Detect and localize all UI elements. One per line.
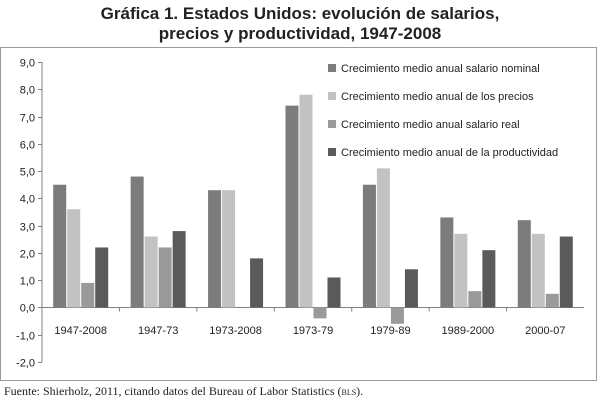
- bar: [81, 282, 95, 308]
- bar: [208, 190, 222, 308]
- bar: [144, 236, 158, 308]
- legend-label: Crecimiento medio anual de los precios: [341, 91, 534, 103]
- y-tick-label: -1,0: [16, 331, 35, 343]
- y-tick-label: -2,0: [16, 358, 35, 370]
- x-tick-label: 1947-2008: [54, 325, 107, 337]
- legend-label: Crecimiento medio anual de la productivi…: [341, 147, 558, 159]
- bar: [67, 209, 81, 308]
- bar: [545, 293, 559, 308]
- source-note: Fuente: Shierholz, 2011, citando datos d…: [4, 384, 363, 399]
- bar: [53, 184, 67, 308]
- legend-label: Crecimiento medio anual salario nominal: [341, 63, 540, 75]
- y-tick-label: 5,0: [20, 167, 35, 179]
- bar: [559, 236, 573, 308]
- chart-title-line-2: precios y productividad, 1947-2008: [158, 24, 442, 43]
- chart-title-line-1: Gráfica 1. Estados Unidos: evolución de …: [100, 4, 500, 23]
- bar: [95, 247, 109, 308]
- chart-title: Gráfica 1. Estados Unidos: evolución de …: [0, 4, 600, 44]
- y-tick-label: 3,0: [20, 222, 35, 234]
- y-tick-label: 0,0: [20, 303, 35, 315]
- bar: [482, 250, 496, 308]
- y-tick-label: 8,0: [20, 85, 35, 97]
- legend-swatch: [328, 92, 336, 100]
- bar: [327, 277, 341, 308]
- x-tick-label: 2000-07: [525, 325, 565, 337]
- bar: [313, 307, 327, 319]
- bar: [222, 190, 236, 308]
- legend-swatch: [328, 148, 336, 156]
- legend-label: Crecimiento medio anual salario real: [341, 119, 520, 131]
- y-tick-label: 7,0: [20, 113, 35, 125]
- bar: [299, 94, 313, 308]
- legend-swatch: [328, 64, 336, 72]
- bar: [517, 220, 531, 308]
- bar: [531, 233, 545, 308]
- x-tick-label: 1947-73: [138, 325, 178, 337]
- bar: [390, 307, 404, 324]
- bar: [440, 217, 454, 308]
- source-abbreviation: bls: [341, 386, 357, 398]
- source-end: ).: [356, 384, 364, 398]
- chart-frame: [0, 47, 597, 381]
- bar: [172, 231, 186, 308]
- bar: [468, 291, 482, 308]
- y-tick-label: 9,0: [20, 58, 35, 70]
- bar: [250, 258, 264, 308]
- bar: [376, 168, 390, 308]
- x-tick-label: 1989-2000: [442, 325, 495, 337]
- x-tick-label: 1973-79: [293, 325, 333, 337]
- x-tick-label: 1979-89: [370, 325, 410, 337]
- bar: [158, 247, 172, 308]
- y-tick-label: 6,0: [20, 140, 35, 152]
- bar: [362, 184, 376, 308]
- bar: [454, 233, 468, 308]
- bar: [404, 269, 418, 308]
- y-tick-label: 1,0: [20, 276, 35, 288]
- y-tick-label: 2,0: [20, 249, 35, 261]
- legend-swatch: [328, 120, 336, 128]
- bar: [130, 176, 144, 308]
- x-tick-label: 1973-2008: [209, 325, 262, 337]
- y-tick-label: 4,0: [20, 194, 35, 206]
- source-text: Fuente: Shierholz, 2011, citando datos d…: [4, 384, 342, 398]
- bar: [285, 105, 299, 308]
